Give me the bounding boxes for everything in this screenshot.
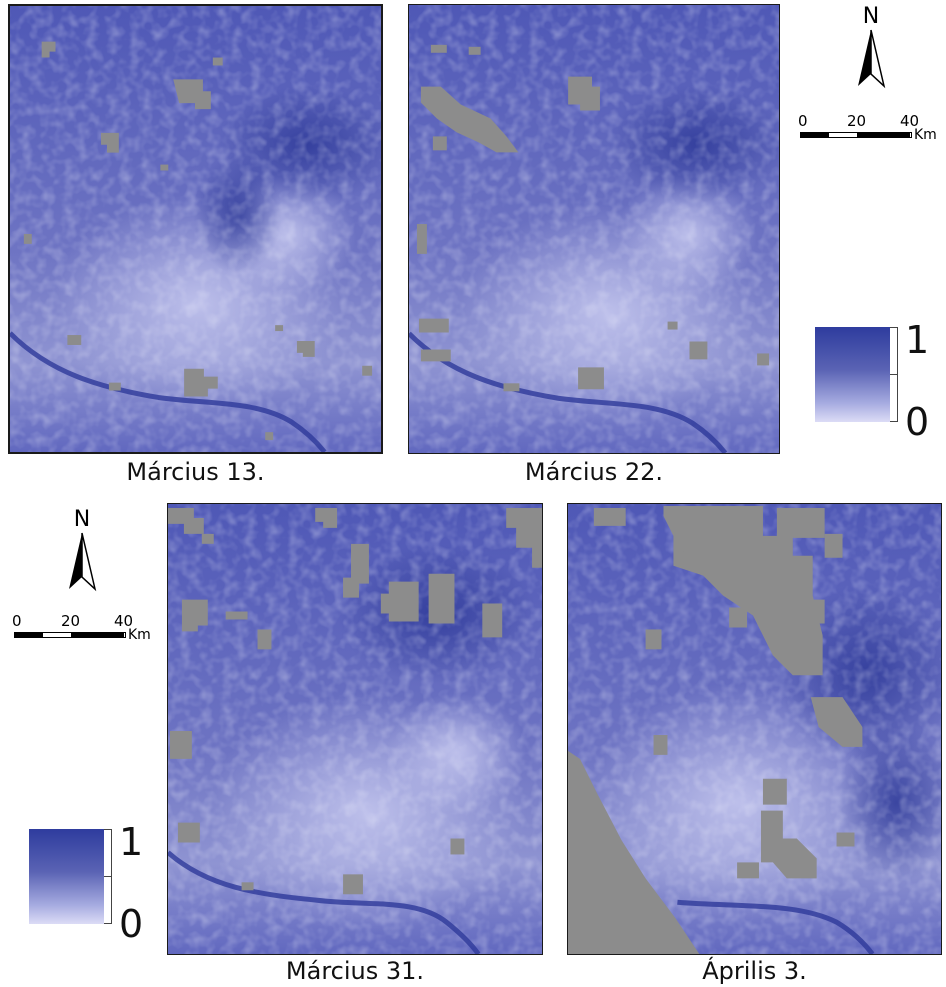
scale-bar: 0 20 40 Km — [798, 112, 946, 150]
legend-min-label: 0 — [905, 400, 930, 444]
scale-label-20: 20 — [847, 112, 867, 130]
panel-caption-april-3: Április 3. — [702, 957, 807, 985]
scale-unit: Km — [128, 627, 151, 643]
legend-max-label: 1 — [905, 318, 930, 362]
panel-caption-march-13: Március 13. — [126, 458, 265, 486]
map-panel-march-13 — [8, 4, 383, 454]
satellite-map-image — [10, 6, 381, 452]
legend-axis — [104, 829, 112, 924]
scale-bar-segments — [800, 132, 912, 138]
legend-min-label: 0 — [119, 902, 144, 946]
color-ramp — [29, 829, 104, 924]
panel-caption-march-31: Március 31. — [285, 957, 425, 985]
north-label: N — [73, 507, 91, 532]
scale-bar: 0 20 40 Km — [12, 612, 162, 650]
color-legend: 1 0 — [29, 823, 159, 943]
scale-label-40: 40 — [900, 112, 920, 130]
map-panel-march-22 — [408, 4, 780, 454]
scale-label-0: 0 — [12, 612, 22, 630]
north-label: N — [862, 4, 880, 29]
satellite-map-image — [168, 504, 542, 954]
north-arrow-icon — [69, 532, 97, 592]
color-ramp — [815, 327, 890, 422]
scale-label-40: 40 — [114, 612, 134, 630]
north-arrow: N — [851, 6, 891, 90]
map-panel-march-31 — [167, 503, 543, 955]
satellite-map-image — [409, 5, 779, 453]
scale-label-0: 0 — [798, 112, 808, 130]
scale-unit: Km — [914, 127, 937, 143]
satellite-map-image — [568, 504, 941, 954]
legend-axis — [890, 327, 898, 422]
color-legend: 1 0 — [815, 321, 945, 441]
legend-max-label: 1 — [119, 820, 144, 864]
panel-caption-march-22: Március 22. — [524, 458, 664, 486]
map-panel-april-3 — [567, 503, 942, 955]
scale-label-20: 20 — [61, 612, 81, 630]
north-arrow-icon — [858, 29, 886, 89]
scale-bar-segments — [14, 632, 126, 638]
north-arrow: N — [62, 509, 102, 593]
